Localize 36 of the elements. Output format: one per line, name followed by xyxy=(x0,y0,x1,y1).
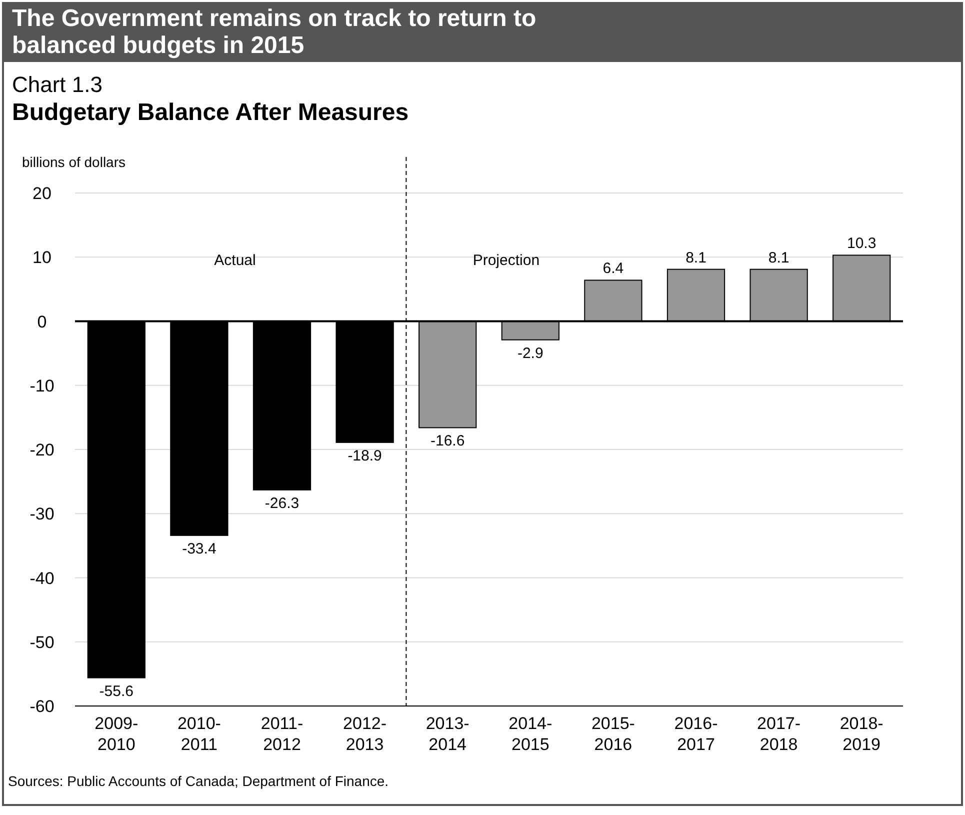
y-tick-label: -60 xyxy=(30,697,54,716)
y-tick-label: -40 xyxy=(30,568,54,588)
x-tick-label: 2011-2012 xyxy=(260,714,304,754)
source-note: Sources: Public Accounts of Canada; Department of Finance. xyxy=(8,773,389,789)
x-tick-label: 2016-2017 xyxy=(674,714,718,754)
data-label: -26.3 xyxy=(264,494,300,512)
y-tick-label: -10 xyxy=(30,376,54,396)
x-tick-label: 2012-2013 xyxy=(343,714,387,754)
data-label: 6.4 xyxy=(602,260,624,278)
data-label: 8.1 xyxy=(686,249,706,266)
data-label: -16.6 xyxy=(430,432,465,450)
chart-subtitle: Chart 1.3 xyxy=(12,72,102,97)
data-label: -2.9 xyxy=(517,344,544,362)
x-tick-label: 2010-2011 xyxy=(177,714,221,754)
x-tick-label: 2018-2019 xyxy=(840,714,884,754)
y-tick-label: 20 xyxy=(32,184,52,203)
x-tick-label: 2009-2010 xyxy=(94,714,138,754)
y-tick-label: 0 xyxy=(37,312,47,332)
data-label: -33.4 xyxy=(182,540,216,558)
y-tick-label: 10 xyxy=(32,248,52,268)
annotation: Projection xyxy=(472,252,540,269)
y-axis-title: billions of dollars xyxy=(22,154,126,170)
data-label: 8.1 xyxy=(768,249,790,266)
x-tick-label: 2014-2015 xyxy=(508,714,552,754)
y-tick-label: -30 xyxy=(30,504,54,524)
text: The Government remains on track to return to balanced budgets in 2015 xyxy=(12,5,536,59)
x-tick-label: 2015-2016 xyxy=(591,714,635,754)
y-tick-label: -50 xyxy=(30,632,54,652)
data-label: -55.6 xyxy=(99,682,134,700)
data-label: 10.3 xyxy=(847,235,876,252)
annotation: Actual xyxy=(214,252,256,269)
data-label: -18.9 xyxy=(348,447,382,464)
chart-title: Budgetary Balance After Measures xyxy=(12,99,409,126)
x-tick-label: 2017-2018 xyxy=(757,714,801,754)
y-tick-label: -20 xyxy=(30,440,54,460)
x-tick-label: 2013-2014 xyxy=(426,714,470,754)
